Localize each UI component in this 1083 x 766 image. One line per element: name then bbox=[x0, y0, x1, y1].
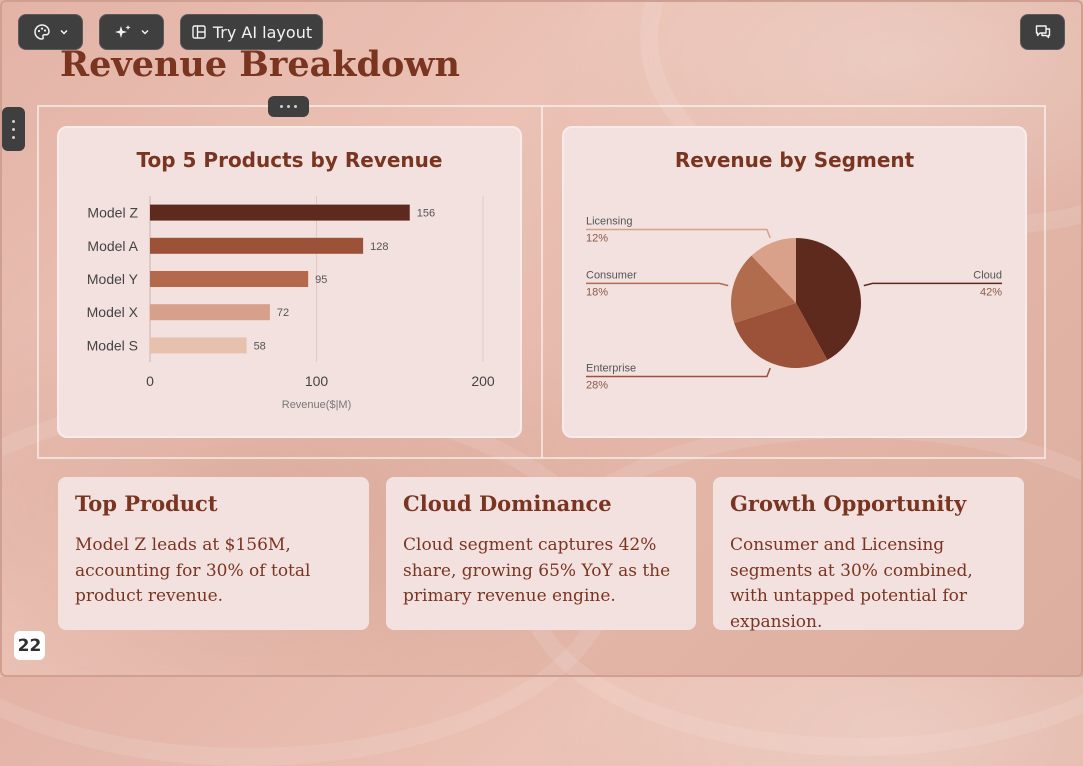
pie-label: Consumer bbox=[586, 269, 637, 281]
pie-percent-label: 28% bbox=[586, 379, 608, 391]
chevron-down-icon bbox=[59, 29, 68, 35]
try-ai-layout-button[interactable]: Try AI layout bbox=[180, 14, 323, 50]
comment-icon bbox=[1035, 25, 1050, 39]
pie-percent-label: 12% bbox=[586, 233, 608, 245]
pie-chart-card[interactable]: Revenue by Segment Cloud 42% Enterprise 28%… bbox=[562, 126, 1027, 438]
y-tick-label: Model Z bbox=[87, 205, 138, 221]
leader-line bbox=[586, 228, 771, 239]
leader-line bbox=[586, 367, 771, 378]
ai-tools-dropdown-button[interactable] bbox=[99, 14, 164, 50]
layout-grid-divider[interactable] bbox=[541, 106, 543, 458]
insight-body: Cloud segment captures 42% share, growin… bbox=[403, 535, 671, 606]
drag-handle-horizontal[interactable] bbox=[268, 96, 309, 117]
x-tick-label: 0 bbox=[146, 373, 154, 389]
data-label: 128 bbox=[370, 241, 388, 253]
bar-model-z bbox=[150, 204, 410, 221]
insight-card-cloud-dominance[interactable]: Cloud Dominance Cloud segment captures 4… bbox=[386, 477, 696, 630]
data-label: 95 bbox=[315, 274, 327, 286]
insight-body: Consumer and Licensing segments at 30% c… bbox=[730, 535, 973, 632]
pie-label: Licensing bbox=[586, 216, 632, 228]
y-tick-label: Model S bbox=[87, 337, 138, 353]
layout-icon bbox=[192, 25, 206, 39]
y-tick-label: Model Y bbox=[87, 271, 139, 287]
pie-label: Enterprise bbox=[586, 362, 636, 374]
bar-chart: 0 100 200 Model Z 156 Model A 128 Model Y 95 Mode… bbox=[87, 196, 495, 411]
drag-handle-vertical[interactable] bbox=[2, 107, 25, 151]
pie-chart: Cloud 42% Enterprise 28% Consumer 18% Licensin… bbox=[586, 216, 1002, 391]
data-label: 72 bbox=[277, 307, 289, 319]
sparkle-icon bbox=[114, 25, 130, 38]
palette-icon bbox=[33, 24, 50, 40]
bar-chart-card[interactable]: Top 5 Products by Revenue 0 100 200 Model Z… bbox=[57, 126, 522, 438]
x-tick-label: 200 bbox=[471, 373, 495, 389]
bar-model-y bbox=[150, 271, 309, 287]
pie-slice-cloud bbox=[796, 238, 861, 360]
leader-line bbox=[863, 282, 1002, 287]
y-tick-label: Model A bbox=[87, 238, 138, 254]
pie-slice-consumer bbox=[731, 255, 796, 324]
pie-slice-enterprise bbox=[734, 303, 828, 368]
data-label: 156 bbox=[417, 208, 435, 220]
slide-title: Revenue Breakdown bbox=[60, 44, 460, 85]
pie-slice-licensing bbox=[751, 238, 796, 303]
insight-title: Growth Opportunity bbox=[730, 491, 967, 516]
bar-chart-title: Top 5 Products by Revenue bbox=[136, 148, 443, 172]
try-ai-layout-label: Try AI layout bbox=[212, 22, 313, 42]
data-label: 58 bbox=[254, 340, 266, 352]
pie-chart-title: Revenue by Segment bbox=[674, 148, 915, 172]
x-axis-label: Revenue($|M) bbox=[282, 399, 352, 411]
theme-dropdown-button[interactable] bbox=[18, 14, 83, 50]
insight-card-top-product[interactable]: Top Product Model Z leads at $156M, acco… bbox=[58, 477, 369, 630]
bar-model-s bbox=[150, 337, 247, 354]
insight-title: Cloud Dominance bbox=[403, 491, 612, 516]
insight-body: Model Z leads at $156M, accounting for 3… bbox=[75, 535, 311, 606]
comments-button[interactable] bbox=[1020, 14, 1065, 50]
pie-label: Cloud bbox=[973, 269, 1002, 281]
pie-percent-label: 42% bbox=[980, 286, 1002, 298]
insight-card-growth-opportunity[interactable]: Growth Opportunity Consumer and Licensin… bbox=[713, 477, 1024, 632]
chevron-down-icon bbox=[140, 29, 149, 35]
insight-title: Top Product bbox=[75, 491, 218, 516]
page-number-badge[interactable]: 22 bbox=[14, 631, 45, 660]
pie-percent-label: 18% bbox=[586, 286, 608, 298]
y-tick-label: Model X bbox=[87, 304, 139, 320]
x-tick-label: 100 bbox=[305, 373, 329, 389]
bar-model-x bbox=[150, 304, 270, 321]
leader-line bbox=[586, 282, 729, 287]
bar-model-a bbox=[150, 237, 364, 254]
